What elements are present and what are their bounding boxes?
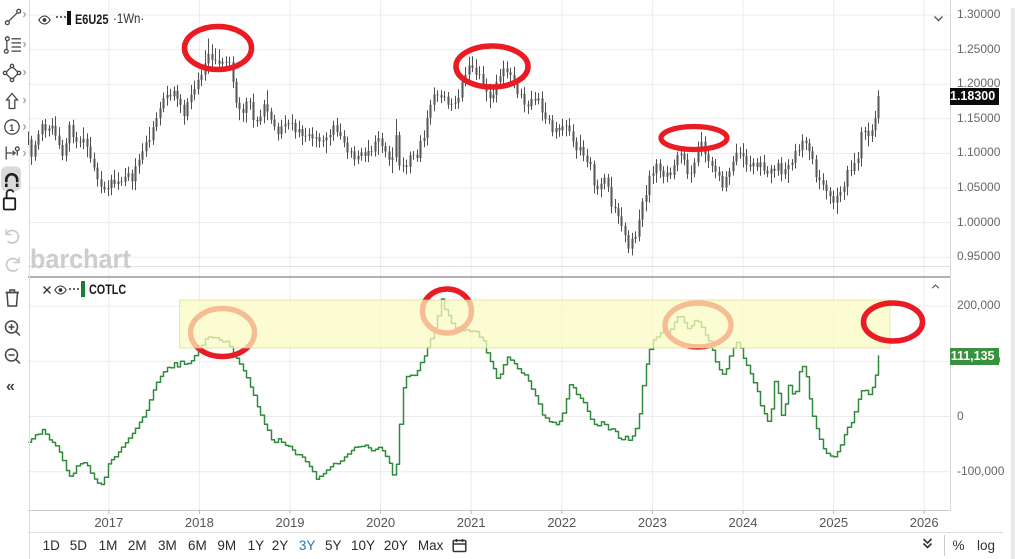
svg-text:«: « (6, 378, 15, 395)
svg-text:1: 1 (9, 123, 14, 133)
